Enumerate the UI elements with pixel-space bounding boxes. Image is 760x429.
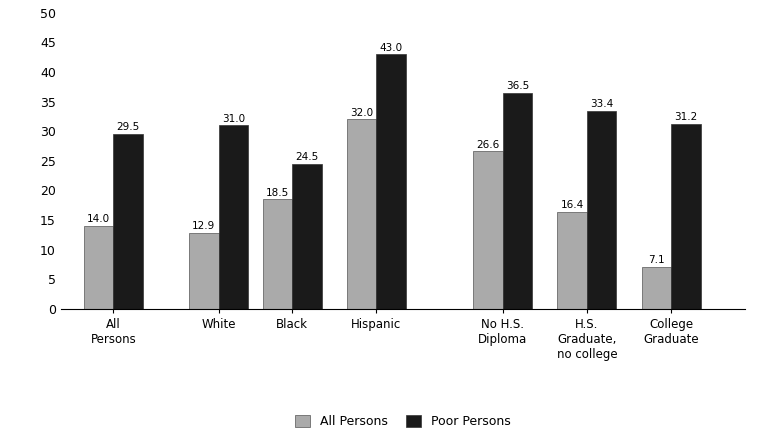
Bar: [219, 125, 248, 309]
Text: 43.0: 43.0: [380, 42, 403, 52]
Bar: [293, 164, 321, 309]
Text: 31.0: 31.0: [222, 114, 245, 124]
Text: 36.5: 36.5: [506, 81, 529, 91]
Text: 24.5: 24.5: [296, 152, 318, 162]
Bar: [189, 233, 219, 309]
Text: 31.2: 31.2: [674, 112, 698, 122]
Bar: [113, 134, 143, 309]
Text: 7.1: 7.1: [648, 255, 665, 265]
Text: 16.4: 16.4: [561, 200, 584, 210]
Bar: [347, 119, 376, 309]
Text: 12.9: 12.9: [192, 221, 216, 231]
Bar: [558, 212, 587, 309]
Legend: All Persons, Poor Persons: All Persons, Poor Persons: [290, 410, 516, 429]
Bar: [263, 199, 293, 309]
Text: 18.5: 18.5: [266, 187, 290, 198]
Text: 32.0: 32.0: [350, 108, 373, 118]
Bar: [587, 111, 616, 309]
Text: 14.0: 14.0: [87, 214, 110, 224]
Bar: [641, 267, 671, 309]
Bar: [84, 226, 113, 309]
Bar: [503, 93, 532, 309]
Text: 29.5: 29.5: [116, 122, 140, 133]
Text: 33.4: 33.4: [590, 100, 613, 109]
Bar: [473, 151, 503, 309]
Bar: [376, 54, 406, 309]
Text: 26.6: 26.6: [477, 139, 499, 150]
Bar: [671, 124, 701, 309]
